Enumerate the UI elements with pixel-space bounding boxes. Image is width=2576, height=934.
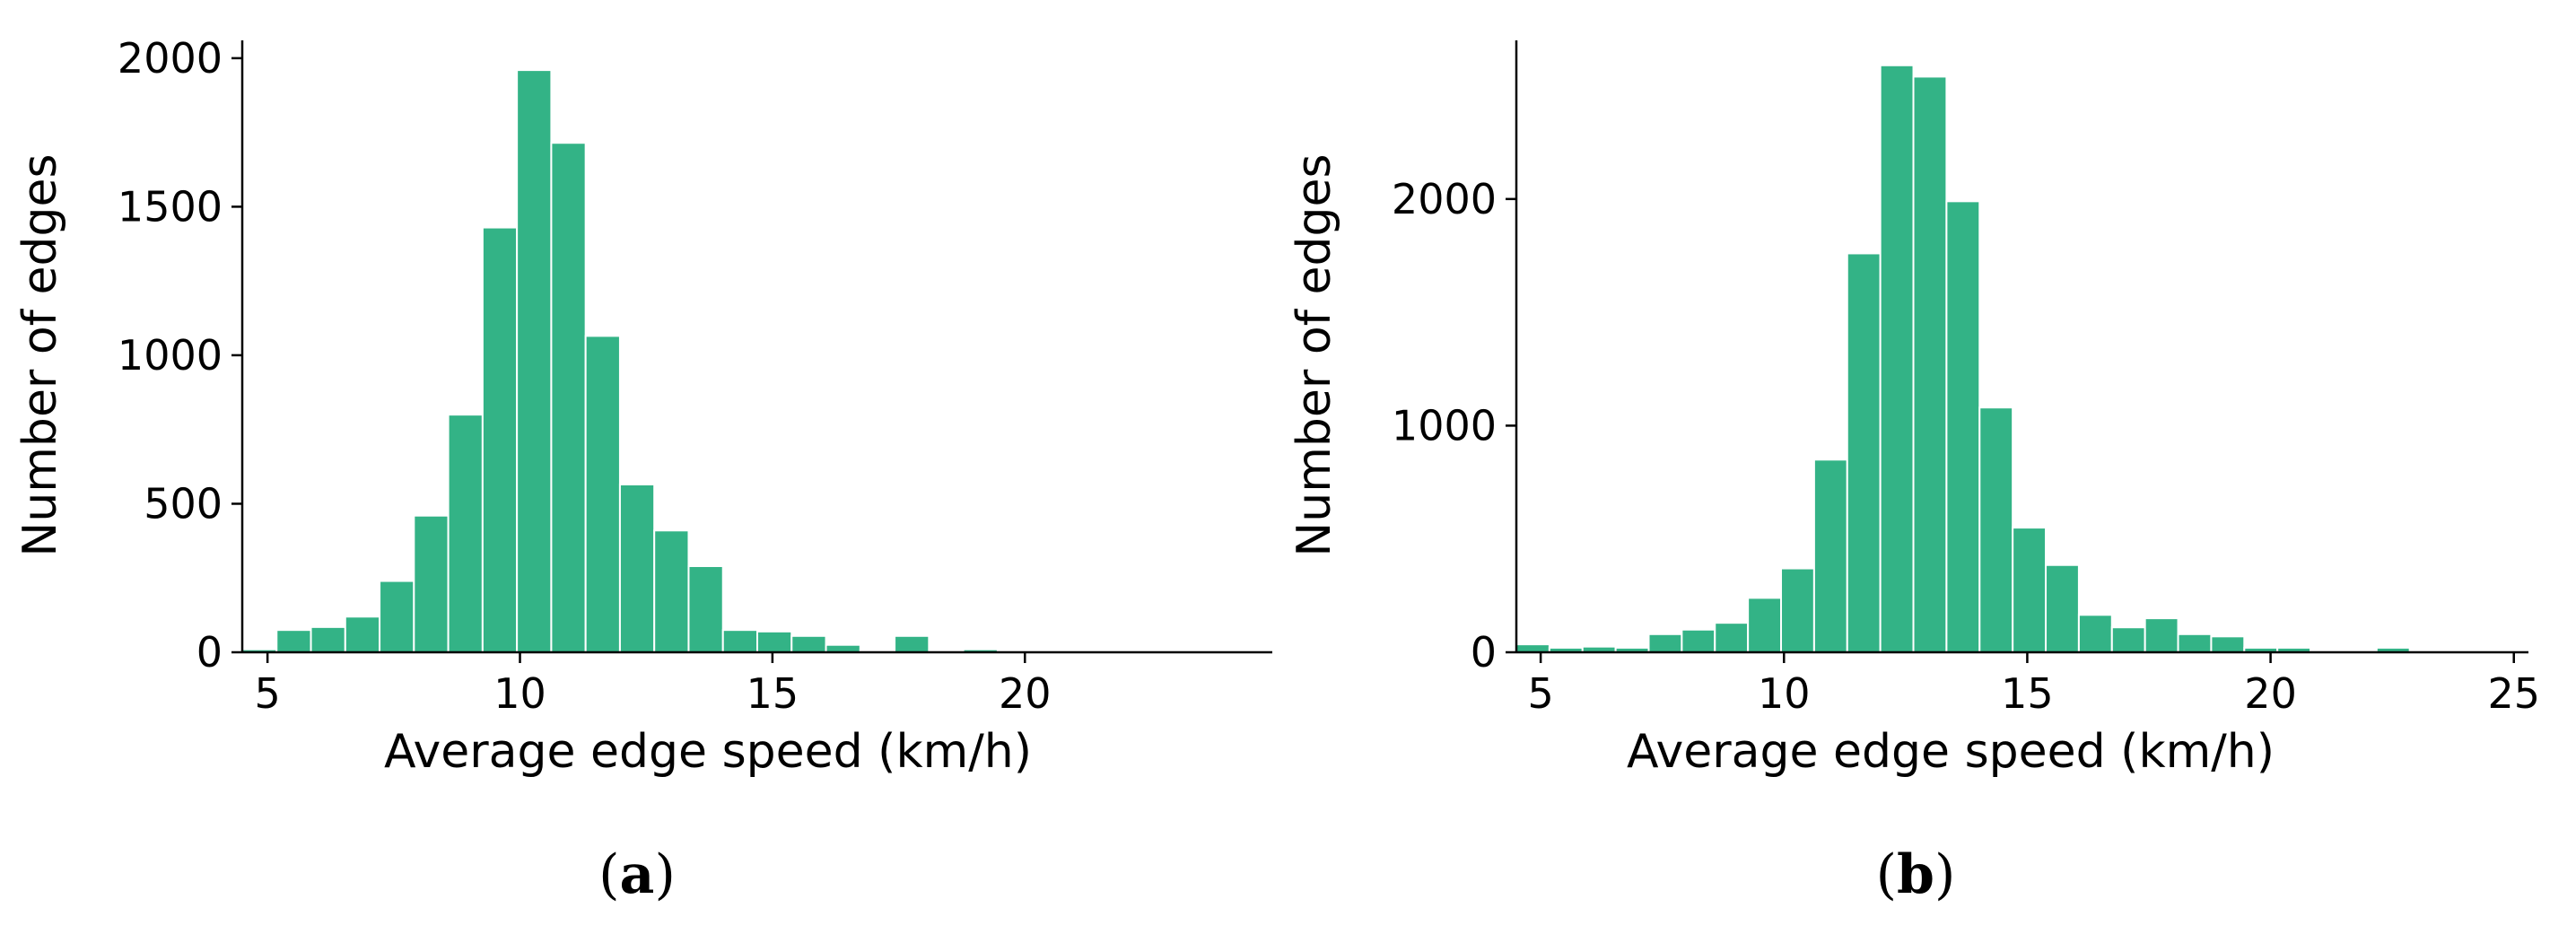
- caption-a: (a): [598, 843, 676, 906]
- histogram-bar: [413, 514, 450, 653]
- panel-a: 5 10 15 20 0 500 1000 1500 2000 Average edge spee…: [13, 34, 1272, 779]
- histogram-bar: [1879, 64, 1915, 654]
- histogram-bar: [1780, 567, 1815, 653]
- histogram-bar: [1515, 643, 1550, 653]
- histogram-bar: [2077, 614, 2113, 653]
- histogram-bar: [379, 580, 415, 654]
- x-axis-label: Average edge speed (km/h): [1627, 725, 2275, 779]
- histogram-bar: [275, 629, 312, 654]
- y-axis-label: Number of edges: [13, 153, 67, 556]
- histogram-bar: [2045, 563, 2080, 653]
- histogram-bar: [584, 335, 621, 653]
- x-tick-label: 15: [2001, 669, 2054, 718]
- x-tick-label: 10: [493, 669, 546, 718]
- y-tick-label: 500: [144, 479, 223, 528]
- histogram-bar: [344, 615, 381, 654]
- x-tick-label: 20: [999, 669, 1052, 718]
- histogram-bar: [756, 630, 793, 654]
- x-tick-label: 5: [254, 669, 280, 718]
- histogram-bar: [618, 483, 656, 653]
- x-tick-label: 10: [1758, 669, 1811, 718]
- y-tick-label: 2000: [1392, 175, 1497, 223]
- histogram-bar: [687, 564, 724, 654]
- panel-b: 5 10 15 20 25 0 1000 2000 Average edge speed (km…: [1288, 40, 2540, 779]
- histogram-bar: [1978, 406, 2014, 653]
- histogram-bar: [721, 629, 759, 654]
- histogram-bar: [2110, 626, 2146, 654]
- caption-b: (b): [1876, 843, 1956, 906]
- y-tick-label: 0: [1471, 628, 1497, 676]
- histogram-bar: [447, 414, 484, 653]
- histogram-bar: [1812, 458, 1848, 654]
- histogram-bar: [2177, 633, 2213, 654]
- histogram-bar: [1945, 200, 1981, 654]
- histogram-bar: [1714, 622, 1750, 653]
- y-tick-label: 2000: [118, 34, 223, 83]
- x-tick-label: 15: [747, 669, 799, 718]
- y-tick-label: 0: [196, 628, 223, 676]
- histogram-bar: [2144, 617, 2179, 653]
- histogram-bar: [550, 142, 587, 653]
- histogram-bar: [653, 529, 690, 654]
- histogram-bar: [1846, 252, 1882, 653]
- histogram-bar: [310, 625, 346, 654]
- histogram-bar: [516, 69, 553, 653]
- y-axis-label: Number of edges: [1288, 153, 1341, 556]
- x-axis-label: Average edge speed (km/h): [384, 725, 1032, 779]
- histogram-bar: [1681, 628, 1716, 653]
- histogram-bar: [2012, 527, 2048, 654]
- y-tick-label: 1000: [1392, 401, 1497, 450]
- histogram-bar: [894, 634, 930, 653]
- histogram-bar: [1912, 75, 1948, 654]
- histogram-bar: [2210, 635, 2246, 654]
- x-tick-label: 25: [2487, 669, 2540, 718]
- x-tick-label: 20: [2244, 669, 2297, 718]
- histogram-bar: [1647, 633, 1683, 654]
- y-tick-label: 1000: [118, 331, 223, 380]
- histogram-bar: [481, 226, 519, 653]
- x-tick-label: 5: [1527, 669, 1553, 718]
- y-tick-label: 1500: [118, 182, 223, 231]
- histogram-bar: [790, 634, 827, 653]
- histogram-bar: [1747, 597, 1783, 654]
